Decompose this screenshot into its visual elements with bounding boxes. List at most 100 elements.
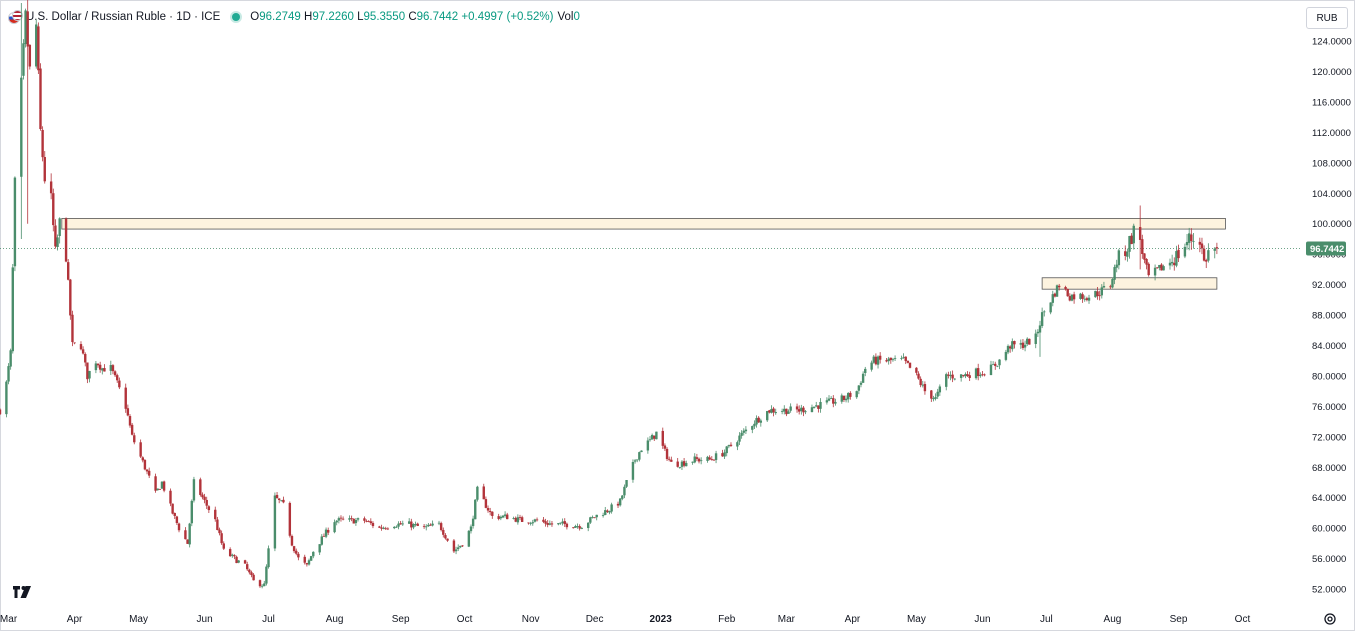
candle: [691, 461, 694, 465]
candle: [246, 561, 249, 571]
candle: [277, 498, 281, 504]
candle: [1205, 258, 1208, 269]
candle: [1064, 285, 1067, 291]
zone-1: [1041, 277, 1218, 290]
candle: [133, 432, 136, 445]
candle: [1153, 264, 1157, 281]
candle: [706, 455, 709, 463]
candle: [275, 492, 279, 499]
candle: [891, 357, 895, 362]
candle: [169, 488, 172, 507]
candle: [618, 498, 622, 507]
candle: [111, 364, 115, 375]
candle: [41, 126, 44, 162]
candle: [84, 352, 87, 367]
candle: [636, 459, 639, 463]
candle: [297, 552, 300, 561]
candle: [710, 456, 714, 461]
candle: [431, 520, 434, 527]
candle: [991, 361, 995, 366]
candle: [497, 513, 500, 521]
candle: [305, 562, 309, 567]
candle: [37, 22, 40, 74]
candle: [785, 408, 788, 417]
x-tick-label: Apr: [845, 614, 861, 625]
candle: [650, 433, 654, 440]
candle: [439, 521, 443, 532]
candle: [1004, 349, 1008, 362]
x-tick-label: Apr: [67, 614, 83, 625]
candle: [1040, 307, 1044, 329]
y-tick-label: 108.0000: [1312, 158, 1352, 169]
candle: [35, 19, 38, 69]
candle: [1190, 228, 1193, 250]
candle: [116, 373, 119, 383]
candle: [126, 404, 130, 417]
candle: [1094, 290, 1097, 298]
candle: [608, 510, 611, 515]
candle: [265, 564, 268, 586]
candle: [260, 584, 264, 589]
volume-readout: Vol0: [557, 11, 579, 23]
candle: [947, 371, 950, 379]
symbol-title[interactable]: U.S. Dollar / Russian Ruble · 1D · ICE: [26, 11, 221, 23]
x-tick-label: Mar: [0, 614, 18, 625]
tradingview-logo-icon[interactable]: [10, 585, 34, 599]
candle: [1207, 243, 1210, 263]
candle: [86, 362, 89, 384]
candle: [572, 527, 575, 529]
candle: [723, 449, 726, 460]
candle: [859, 381, 863, 388]
candle: [1011, 338, 1014, 352]
candle: [849, 391, 852, 400]
candle: [742, 428, 745, 436]
y-tick-label: 120.0000: [1312, 67, 1352, 78]
candle: [548, 520, 552, 526]
candle: [685, 460, 688, 467]
candle: [395, 525, 398, 528]
candle: [932, 395, 935, 402]
candle: [252, 573, 255, 581]
candle: [829, 396, 833, 399]
candle: [354, 517, 358, 526]
x-tick-label: Oct: [1235, 614, 1251, 625]
market-status-dot-icon[interactable]: [232, 13, 241, 21]
candle: [24, 8, 27, 48]
candle: [422, 524, 426, 529]
symbol-legend: U.S. Dollar / Russian Ruble · 1D · ICE O…: [8, 9, 580, 25]
candle: [1132, 223, 1135, 250]
candle: [795, 403, 799, 413]
candle: [640, 450, 643, 453]
candle: [1070, 293, 1074, 302]
currency-button[interactable]: RUB: [1306, 7, 1348, 29]
candle: [638, 451, 641, 462]
candle: [983, 373, 986, 377]
candle: [139, 439, 142, 458]
candle: [542, 516, 545, 524]
y-tick-label: 80.0000: [1312, 371, 1346, 382]
candle: [412, 523, 415, 530]
candle: [322, 533, 326, 537]
candle: [1066, 288, 1069, 297]
candle: [64, 217, 68, 263]
candle: [399, 520, 402, 525]
candle: [469, 524, 473, 534]
candle: [203, 493, 206, 504]
y-tick-label: 104.0000: [1312, 189, 1352, 200]
y-tick-label: 52.0000: [1312, 585, 1346, 596]
x-tick-label: Nov: [522, 614, 540, 625]
candle: [872, 354, 875, 364]
candle: [499, 515, 503, 521]
candle: [130, 423, 134, 436]
candle: [725, 445, 728, 457]
candle: [682, 457, 686, 468]
candle: [96, 363, 100, 368]
candle: [1143, 253, 1146, 264]
candle: [177, 522, 181, 533]
candle: [5, 380, 8, 418]
candle: [729, 442, 733, 447]
candle: [22, 39, 25, 80]
candle: [531, 519, 534, 526]
settings-gear-icon[interactable]: [1323, 612, 1337, 626]
